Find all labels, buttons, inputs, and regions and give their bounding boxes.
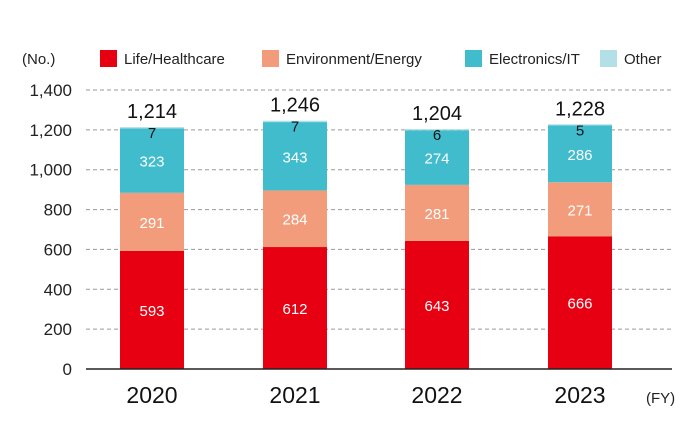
segment-value-label: 323 — [139, 154, 164, 171]
bar-segment — [263, 120, 327, 123]
bar-segment — [263, 247, 327, 369]
y-tick-label: 1,000 — [29, 161, 72, 180]
y-tick-label: 1,400 — [29, 81, 72, 100]
x-tick-label: 2022 — [411, 382, 462, 408]
legend-swatch — [600, 50, 617, 67]
bar-segment — [120, 128, 184, 193]
legend-label: Other — [624, 51, 662, 68]
legend: Life/Healthcare Environment/Energy Electro… — [100, 50, 662, 68]
segment-value-label: 666 — [567, 296, 592, 313]
segment-value-label: 612 — [282, 301, 307, 318]
bar-segment — [120, 250, 184, 369]
other-value-label: 7 — [148, 125, 156, 142]
total-value-label: 1,228 — [555, 98, 605, 120]
segment-value-label: 274 — [424, 151, 449, 168]
other-value-label: 6 — [433, 127, 441, 144]
bar-segment — [263, 190, 327, 248]
y-tick-label: 0 — [63, 360, 72, 379]
bar-segment — [548, 182, 612, 237]
total-value-label: 1,204 — [412, 103, 462, 125]
segment-value-label: 593 — [139, 303, 164, 320]
legend-label: Life/Healthcare — [124, 51, 225, 68]
legend-swatch — [100, 50, 117, 67]
y-tick-label: 400 — [44, 280, 72, 299]
y-tick-label: 1,200 — [29, 121, 72, 140]
bar-segment — [548, 124, 612, 126]
bar-segment — [405, 240, 469, 369]
y-tick-label: 600 — [44, 240, 72, 259]
x-tick-label: 2023 — [554, 382, 605, 408]
segment-value-label: 286 — [567, 147, 592, 164]
legend-swatch — [262, 50, 279, 67]
legend-label: Electronics/IT — [489, 51, 580, 68]
total-value-label: 1,246 — [270, 95, 320, 117]
bar-segment — [548, 125, 612, 183]
bar-segment — [120, 127, 184, 129]
bar-segment — [405, 184, 469, 241]
y-tick-label: 800 — [44, 201, 72, 220]
legend-label: Environment/Energy — [286, 51, 422, 68]
y-tick-label: 200 — [44, 320, 72, 339]
bars: 593 291 323 7 1,214 612 284 343 7 1,246 643 281 274 6… — [120, 95, 612, 369]
x-axis-ticks: 2020 2021 2022 2023 — [126, 382, 605, 408]
total-value-label: 1,214 — [127, 101, 177, 123]
segment-value-label: 281 — [424, 206, 449, 223]
bar-segment — [405, 129, 469, 131]
segment-value-label: 643 — [424, 298, 449, 315]
bar-segment — [263, 122, 327, 191]
y-axis-unit-label: (No.) — [22, 51, 55, 68]
segment-value-label: 291 — [139, 215, 164, 232]
other-value-label: 7 — [291, 119, 299, 136]
segment-value-label: 271 — [567, 202, 592, 219]
segment-value-label: 343 — [282, 149, 307, 166]
y-axis-ticks: 0 200 400 600 800 1,000 1,200 1,400 — [29, 81, 72, 379]
legend-swatch — [465, 50, 482, 67]
x-axis-unit-label: (FY) — [646, 390, 675, 407]
segment-value-label: 284 — [282, 212, 307, 229]
bar-segment — [120, 192, 184, 251]
bar-segment — [405, 130, 469, 185]
other-value-label: 5 — [576, 122, 584, 139]
x-tick-label: 2021 — [269, 382, 320, 408]
x-tick-label: 2020 — [126, 382, 177, 408]
bar-segment — [548, 236, 612, 369]
